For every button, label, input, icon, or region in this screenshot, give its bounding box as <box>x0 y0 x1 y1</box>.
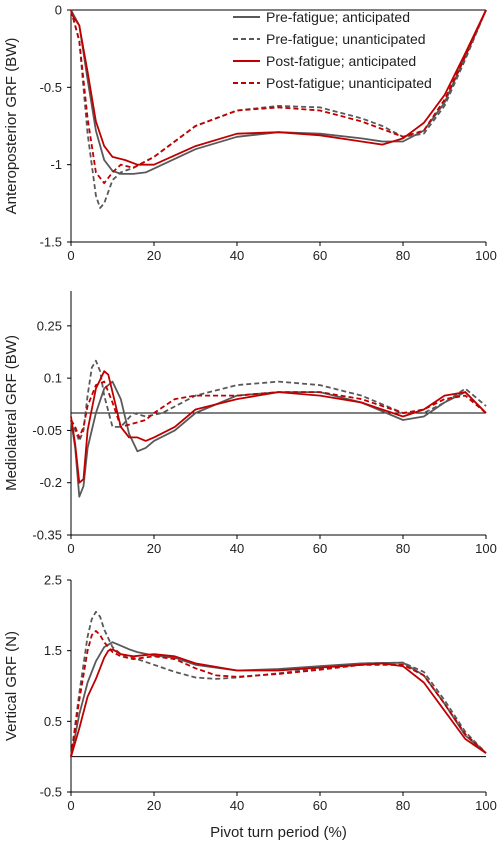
x-axis-title: Pivot turn period (%) <box>210 824 347 841</box>
series-line-3 <box>70 9 487 166</box>
x-tick-label: 100 <box>475 248 497 263</box>
legend-label: Pre-fatigue; anticipated <box>266 9 410 25</box>
y-tick-label: 1.5 <box>44 643 62 658</box>
y-tick-label: -0.35 <box>32 528 62 543</box>
x-tick-label: 0 <box>67 541 74 556</box>
series-line-4 <box>70 630 487 757</box>
y-tick-label: -0.5 <box>40 785 62 800</box>
legend-label: Pre-fatigue; unanticipated <box>266 31 426 47</box>
y-tick-label: 0 <box>55 3 62 18</box>
y-tick-label: 0.1 <box>44 371 62 386</box>
series-line-4 <box>70 9 487 185</box>
x-tick-label: 60 <box>313 798 327 813</box>
x-tick-label: 60 <box>313 248 327 263</box>
x-tick-label: 0 <box>67 798 74 813</box>
series-line-4 <box>70 380 487 439</box>
chart-panel-2: 0 20 40 60 80 100 -0.35 -0.2 -0.05 0.1 0.25 Mediola… <box>3 291 497 556</box>
y-axis-title: Vertical GRF (N) <box>3 631 20 741</box>
x-tick-label: 100 <box>475 798 497 813</box>
series-line-3 <box>70 370 487 484</box>
y-tick-label: 2.5 <box>44 573 62 588</box>
x-tick-label: 80 <box>396 798 410 813</box>
x-tick-label: 20 <box>147 798 161 813</box>
x-tick-label: 0 <box>67 248 74 263</box>
y-axis-title: Mediolateral GRF (BW) <box>3 335 20 491</box>
series-line-3 <box>70 648 487 757</box>
x-tick-label: 80 <box>396 248 410 263</box>
y-axis-title: Anteroposterior GRF (BW) <box>3 38 20 215</box>
x-tick-label: 40 <box>230 798 244 813</box>
legend-label: Post-fatigue; unanticipated <box>266 75 432 91</box>
x-tick-label: 20 <box>147 541 161 556</box>
x-tick-label: 80 <box>396 541 410 556</box>
chart-panel-3: 0 20 40 60 80 100 -0.5 0.5 1.5 2.5 Vertical GRF (N… <box>3 573 497 842</box>
series-line-2 <box>70 610 487 757</box>
y-tick-label: -0.2 <box>40 475 62 490</box>
y-tick-label: 0.5 <box>44 714 62 729</box>
series-line-1 <box>70 380 487 498</box>
x-tick-label: 100 <box>475 541 497 556</box>
y-tick-label: -0.05 <box>32 423 62 438</box>
y-tick-label: -1 <box>50 157 62 172</box>
x-tick-label: 40 <box>230 248 244 263</box>
legend-label: Post-fatigue; anticipated <box>266 53 416 69</box>
y-tick-label: -1.5 <box>40 235 62 250</box>
x-tick-label: 20 <box>147 248 161 263</box>
y-tick-label: 0.25 <box>37 318 62 333</box>
series-line-2 <box>70 359 487 442</box>
y-tick-label: -0.5 <box>40 80 62 95</box>
x-tick-label: 60 <box>313 541 327 556</box>
x-tick-label: 40 <box>230 541 244 556</box>
legend: Pre-fatigue; anticipated Pre-fatigue; una… <box>233 9 432 91</box>
chart-panel-1: 0 20 40 60 80 100 -1.5 -1 -0.5 0 Anteroposterior G… <box>3 3 497 264</box>
